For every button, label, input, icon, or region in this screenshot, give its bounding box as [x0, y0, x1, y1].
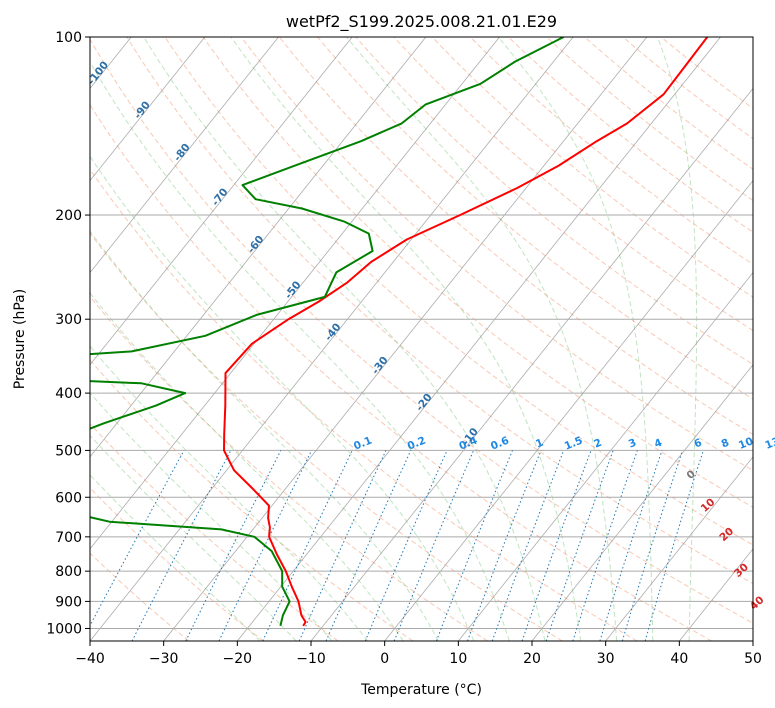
mixing-ratio-line	[90, 450, 185, 627]
plot-frame	[89, 36, 754, 642]
mixing-ratio-line	[599, 450, 663, 641]
isotherm-line	[90, 37, 427, 458]
y-tick-label: 400	[55, 386, 82, 402]
profile-lines	[90, 37, 709, 627]
moist-adiabat	[230, 37, 582, 641]
dry-adiabat	[393, 37, 753, 332]
dry-adiabat	[90, 359, 414, 641]
moist-adiabat	[90, 474, 261, 641]
mixing-ratio-line	[364, 450, 448, 641]
moist-adiabat	[143, 37, 546, 641]
isotherm-line	[90, 37, 279, 274]
mixing-ratio-line	[621, 450, 684, 641]
dry-adiabat	[546, 37, 753, 202]
x-axis-label: Temperature (°C)	[360, 682, 482, 698]
moist-adiabat	[90, 434, 297, 641]
chart-title: wetPf2_S199.2025.008.21.01.E29	[286, 12, 557, 32]
dry-adiabat	[90, 232, 563, 641]
y-axis-label: Pressure (hPa)	[12, 289, 28, 389]
moist-adiabat	[90, 392, 333, 641]
x-tick-label: 20	[523, 651, 541, 667]
dry-adiabat	[622, 37, 753, 140]
dry-adiabat	[164, 37, 753, 546]
dry-adiabat	[317, 37, 753, 400]
y-tick-label: 300	[55, 312, 82, 328]
isotherm-line	[384, 179, 753, 641]
mixing-ratio-label: 6	[692, 437, 703, 451]
dry-adiabat	[90, 487, 264, 641]
x-tick-label: 30	[597, 651, 615, 667]
mixing-ratio-line	[435, 450, 513, 641]
y-tick-label: 600	[55, 490, 82, 506]
dewpoint-profile-line	[90, 37, 565, 627]
background-lines	[90, 37, 753, 641]
axis-ticks: −40 −30 −20 −10 0 10 20 30 40 50 100 200 300 400 500 60…	[46, 30, 762, 667]
mixing-ratio-label: 10	[737, 435, 755, 452]
isotherm-line	[458, 272, 753, 641]
mixing-ratio-line	[644, 450, 704, 641]
moist-adiabat	[656, 37, 698, 641]
isotherm-line	[90, 37, 206, 182]
mixing-ratio-line	[467, 450, 542, 641]
moist-adiabat	[90, 155, 475, 641]
mixing-ratio-line	[572, 450, 638, 641]
x-tick-label: 0	[380, 651, 389, 667]
x-tick-label: −10	[296, 651, 326, 667]
y-tick-label: 900	[55, 594, 82, 610]
dry-adiabat	[90, 168, 638, 641]
isotherm-line	[90, 37, 353, 366]
dry-adiabat	[126, 37, 753, 585]
dry-adiabat	[90, 295, 488, 641]
mixing-ratio-line	[521, 450, 592, 641]
x-tick-label: −40	[75, 651, 105, 667]
mixing-ratio-line	[491, 450, 565, 641]
y-tick-label: 200	[55, 208, 82, 224]
x-tick-label: −20	[223, 651, 253, 667]
y-tick-label: 700	[55, 530, 82, 546]
temperature-profile-line	[223, 37, 709, 627]
x-tick-label: −30	[149, 651, 179, 667]
y-tick-label: 500	[55, 443, 82, 459]
dry-adiabat	[202, 37, 753, 508]
mixing-ratio-label: 1	[534, 437, 545, 451]
moist-adiabat	[90, 61, 510, 641]
x-tick-label: 40	[670, 651, 688, 667]
mixing-ratio-label: 4	[653, 437, 664, 451]
isotherm-line	[531, 364, 753, 641]
mixing-ratio-label: 3	[627, 437, 638, 451]
x-tick-label: 50	[744, 651, 762, 667]
moist-adiabat	[90, 230, 439, 641]
mixing-ratio-label: 13	[763, 435, 775, 452]
isotherm-line	[237, 37, 721, 641]
mixing-ratio-line	[325, 450, 412, 641]
mixing-ratio-line	[545, 450, 614, 641]
y-tick-label: 1000	[46, 621, 82, 637]
moist-adiabat	[497, 37, 654, 641]
dry-adiabat	[90, 422, 339, 641]
isotherm-line	[163, 37, 648, 641]
dry-adiabat	[90, 104, 712, 641]
mixing-ratio-label: 2	[592, 437, 603, 451]
y-tick-label: 100	[55, 30, 82, 46]
dry-adiabat	[90, 38, 753, 624]
mixing-ratio-line	[185, 450, 282, 641]
mixing-ratio-label: 8	[720, 437, 731, 451]
isotherm-line	[90, 37, 574, 641]
dry-adiabat	[469, 37, 753, 265]
y-tick-label: 800	[55, 564, 82, 580]
mixing-ratio-line	[393, 450, 475, 641]
isotherm-line	[310, 87, 753, 641]
x-tick-label: 10	[449, 651, 467, 667]
isotherm-line	[605, 456, 753, 641]
